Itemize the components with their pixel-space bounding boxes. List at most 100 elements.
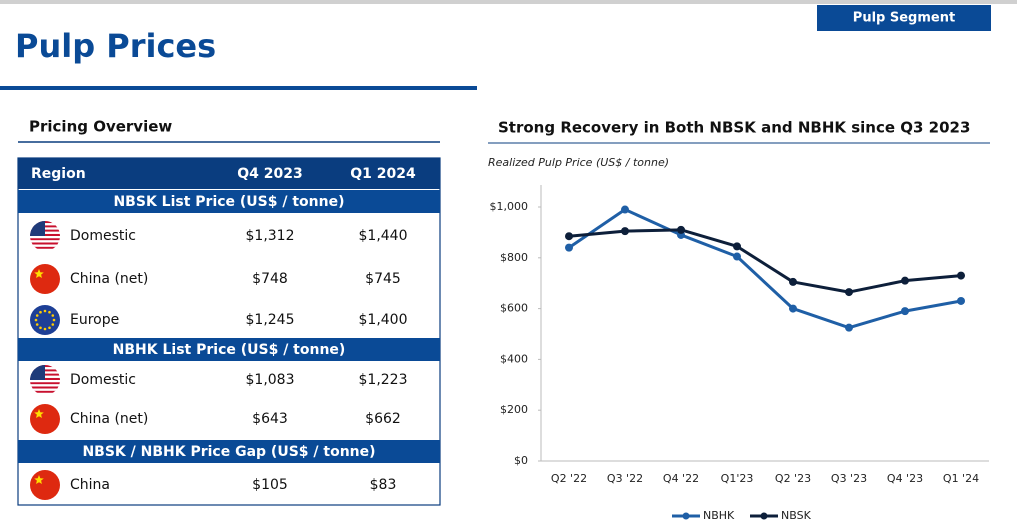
cn-flag — [30, 470, 60, 500]
price: $1,083 — [246, 372, 295, 388]
section-title: NBSK / NBHK Price Gap (US$ / tonne) — [82, 444, 375, 460]
flag-icon — [30, 365, 60, 395]
series-line — [568, 228, 962, 294]
y-tick-label: $400 — [500, 352, 528, 365]
stripe — [30, 246, 60, 249]
data-point — [565, 243, 573, 252]
stripe — [30, 238, 60, 241]
price: $1,312 — [246, 228, 295, 244]
data-point — [901, 307, 909, 316]
x-tick-label: Q4 '22 — [663, 472, 699, 485]
region: China (net) — [70, 411, 148, 427]
flag-icon — [30, 221, 60, 251]
price: $662 — [365, 411, 401, 427]
data-point — [845, 323, 853, 332]
price: $643 — [252, 411, 288, 427]
data-point — [789, 277, 797, 286]
star — [34, 475, 44, 485]
cn-flag — [30, 264, 60, 294]
stripe — [30, 382, 60, 385]
region: China — [70, 477, 110, 493]
page-title: Pulp Prices — [15, 27, 216, 65]
data-point — [677, 225, 685, 234]
stripe — [30, 380, 60, 383]
data-point — [789, 304, 797, 313]
region: Europe — [70, 312, 119, 328]
column-header: Q1 2024 — [350, 166, 416, 182]
price: $1,400 — [359, 312, 408, 328]
eu-flag — [30, 305, 60, 335]
y-tick-label: $0 — [514, 454, 528, 467]
legend-label: NBSK — [781, 509, 812, 522]
legend-label: NBHK — [703, 509, 735, 522]
x-tick-label: Q2 '23 — [775, 472, 811, 485]
stripe — [30, 392, 60, 395]
x-tick-label: Q4 '23 — [887, 472, 923, 485]
section-bar — [18, 190, 440, 213]
top-rule — [0, 0, 1017, 4]
star — [51, 323, 55, 326]
stripe — [30, 248, 60, 251]
region: Domestic — [70, 372, 136, 388]
data-point — [733, 252, 741, 261]
section-bar — [18, 440, 440, 463]
star — [48, 326, 51, 330]
column-header: Q4 2023 — [237, 166, 302, 182]
star — [34, 409, 44, 419]
flag-icon — [30, 305, 60, 335]
x-tick-label: Q1 '24 — [943, 472, 979, 485]
cn-flag — [30, 404, 60, 434]
x-tick-label: Q3 '22 — [607, 472, 643, 485]
data-point — [621, 227, 629, 236]
column-header: Region — [31, 166, 86, 182]
stripe — [30, 388, 60, 391]
table-title: Pricing Overview — [29, 118, 172, 136]
us-flag — [30, 221, 60, 251]
price: $105 — [252, 477, 288, 493]
star — [43, 309, 47, 313]
stripe — [30, 386, 60, 389]
price: $748 — [252, 271, 288, 287]
y-tick-label: $800 — [500, 251, 528, 264]
flag-icon — [30, 264, 60, 294]
stripe — [30, 244, 60, 247]
price: $1,223 — [359, 372, 408, 388]
x-tick-label: Q1'23 — [721, 472, 754, 485]
star — [43, 327, 47, 331]
series-line — [568, 208, 962, 330]
legend-swatch — [682, 512, 690, 520]
stripe — [30, 384, 60, 387]
data-point — [957, 271, 965, 280]
star — [34, 318, 38, 322]
flag-icon — [30, 470, 60, 500]
data-point — [957, 296, 965, 305]
star — [52, 318, 56, 322]
badge: Pulp Segment — [853, 11, 955, 26]
star — [35, 323, 39, 326]
stripe — [30, 242, 60, 245]
title-rule — [0, 86, 477, 90]
badge-box — [817, 5, 991, 31]
star — [39, 310, 42, 314]
price: $83 — [370, 477, 397, 493]
star — [48, 310, 51, 314]
data-point — [621, 205, 629, 214]
stripe — [30, 236, 60, 239]
flag-icon — [30, 404, 60, 434]
region: Domestic — [70, 228, 136, 244]
y-tick-label: $600 — [500, 302, 528, 315]
star — [34, 269, 44, 279]
data-point — [565, 232, 573, 241]
y-tick-label: $1,000 — [490, 200, 529, 213]
x-tick-label: Q3 '23 — [831, 472, 867, 485]
section-title: NBHK List Price (US$ / tonne) — [113, 342, 346, 358]
table-header — [18, 158, 440, 189]
y-axis-label: Realized Pulp Price (US$ / tonne) — [488, 156, 669, 169]
stripe — [30, 240, 60, 243]
legend-swatch — [760, 512, 768, 520]
star — [39, 326, 42, 330]
price: $1,245 — [246, 312, 295, 328]
data-point — [733, 242, 741, 251]
